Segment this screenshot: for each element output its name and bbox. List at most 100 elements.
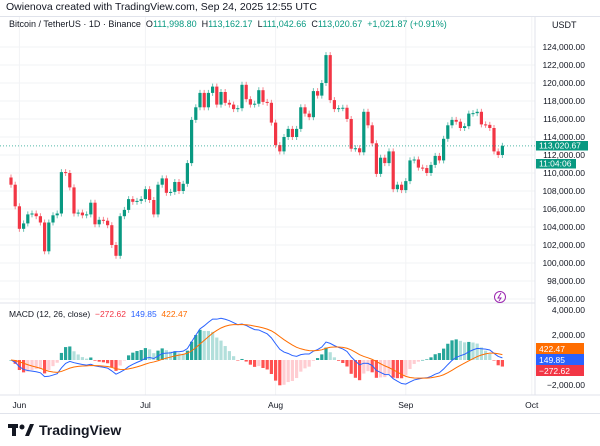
macd-histogram-bar [219, 340, 223, 360]
close-value: 113,020.67 [317, 19, 363, 29]
macd-histogram-bar [500, 360, 504, 367]
candle [181, 183, 185, 191]
candle [467, 113, 471, 127]
macd-tick-label: 2,000.00 [552, 330, 585, 340]
high-label: H [201, 19, 209, 29]
macd-histogram-bar [450, 340, 454, 360]
macd-histogram-bar [404, 360, 408, 376]
candle [38, 216, 42, 223]
close-label: C [311, 19, 318, 29]
macd-histogram-bar [400, 360, 404, 379]
macd-histogram-bar [85, 358, 89, 360]
macd-histogram-bar [68, 346, 72, 360]
macd-line [10, 317, 503, 385]
macd-histogram-bar [47, 360, 51, 371]
candle [68, 173, 72, 188]
macd-histogram-bar [110, 360, 114, 368]
macd-histogram-bar [303, 360, 307, 369]
candle [148, 189, 152, 200]
macd-histogram-bar [34, 360, 38, 370]
candle [64, 172, 68, 174]
candle [257, 90, 261, 104]
macd-histogram-bar [122, 360, 126, 361]
macd-histogram-bar [395, 360, 399, 379]
macd-histogram-bar [253, 360, 257, 367]
macd-histogram-bar [198, 329, 202, 360]
candle [131, 199, 135, 202]
macd-histogram-bar [76, 354, 80, 360]
macd-histogram-bar [299, 360, 303, 372]
macd-histogram-bar [316, 358, 320, 360]
macd-histogram-bar [324, 347, 328, 360]
candle [211, 86, 215, 93]
macd-histogram-bar [97, 360, 101, 362]
chart-frame[interactable] [0, 16, 600, 414]
macd-histogram-bar [391, 360, 395, 378]
macd-histogram-bar [328, 352, 332, 360]
candle [13, 184, 17, 207]
candle [488, 124, 492, 128]
macd-signal-value: 422.47 [161, 309, 188, 319]
macd-histogram-bar [278, 360, 282, 386]
candle [484, 124, 488, 126]
tradingview-logo[interactable]: TradingView [8, 422, 121, 438]
y-tick-label: 112,000.00 [543, 150, 585, 160]
macd-histogram-bar [274, 360, 278, 381]
macd-histogram-bar [227, 351, 231, 360]
candle [316, 91, 320, 96]
macd-histogram-bar [236, 360, 240, 361]
macd-histogram-bar [135, 351, 139, 360]
candle [362, 111, 366, 153]
candle [127, 199, 131, 210]
macd-histogram-bar [185, 350, 189, 360]
countdown-badge [536, 159, 576, 169]
macd-histogram-bar [358, 360, 362, 381]
candle [366, 111, 370, 126]
macd-histogram-bar [206, 331, 210, 360]
macd-histogram-bar [307, 360, 311, 367]
candle [337, 108, 341, 110]
macd-histogram-bar [475, 343, 479, 360]
macd-histogram-bar [421, 359, 425, 361]
y-tick-label: 96,000.00 [547, 294, 585, 304]
credit-text: Owienova created with TradingView.com, S… [6, 1, 317, 13]
candle [404, 181, 408, 191]
last-price-badge [536, 141, 588, 151]
candle [492, 128, 496, 152]
x-tick-label: Sep [398, 400, 413, 410]
macd-histogram-bar [488, 353, 492, 360]
candle [370, 125, 374, 144]
open-value: 111,998.80 [152, 19, 197, 29]
lightning-icon [494, 291, 506, 303]
macd-histogram-bar [353, 360, 357, 378]
candle [253, 103, 257, 105]
macd-histogram-bar [17, 360, 21, 371]
y-tick-label: 110,000.00 [543, 168, 585, 178]
macd-histogram-bar [244, 360, 248, 362]
candle [416, 159, 420, 168]
candle [97, 219, 101, 225]
candle [290, 128, 294, 137]
candle [17, 206, 21, 229]
symbol-legend: Bitcoin / TetherUS · 1D · Binance O111,9… [9, 19, 447, 29]
macd-title[interactable]: MACD (12, 26, close) [9, 309, 91, 319]
candle [471, 113, 475, 115]
y-tick-label: 120,000.00 [542, 78, 585, 88]
symbol-name[interactable]: Bitcoin / TetherUS · 1D · Binance [9, 19, 141, 29]
candle [412, 159, 416, 161]
candle [26, 214, 30, 224]
low-value: 111,042.66 [262, 19, 307, 29]
macd-histogram-bar [72, 351, 76, 360]
candle [358, 148, 362, 153]
macd-histogram-bar [139, 350, 143, 360]
macd-histogram-bar [467, 341, 471, 360]
y-tick-label: 108,000.00 [542, 186, 585, 196]
candle [185, 163, 189, 184]
macd-histogram-bar [425, 359, 429, 360]
macd-histogram-bar [282, 360, 286, 385]
macd-histogram-bar [143, 348, 147, 360]
candle [156, 184, 160, 215]
macd-value-badge-label: 149.85 [539, 355, 565, 365]
macd-value-badge-label: −272.62 [539, 366, 570, 376]
